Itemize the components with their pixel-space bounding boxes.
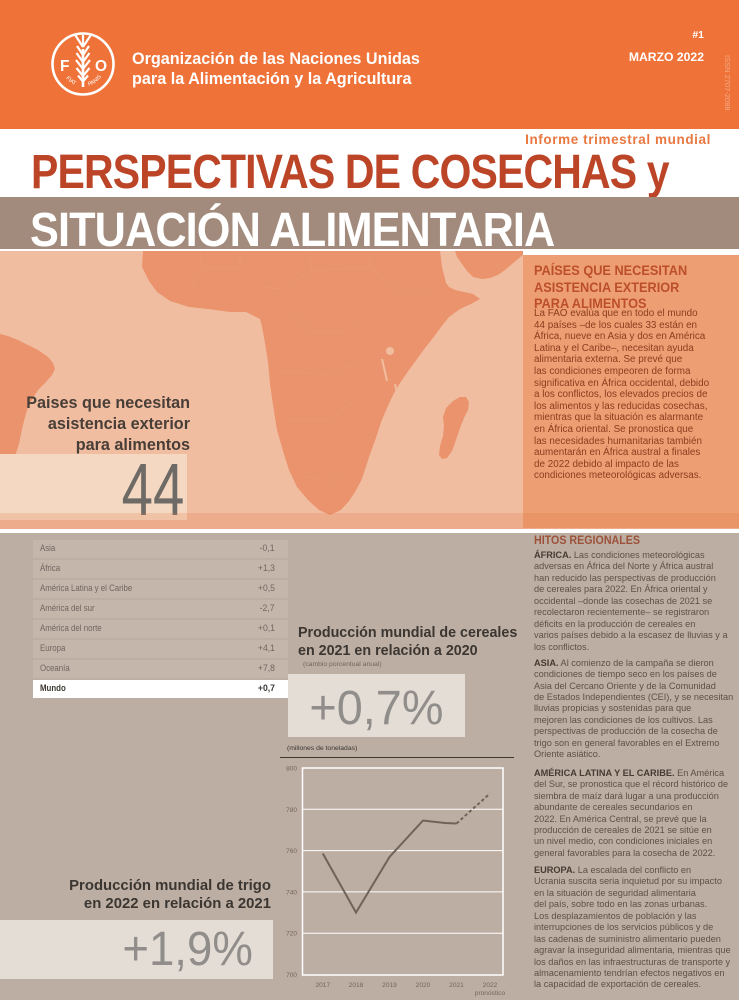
svg-text:780: 780 (286, 807, 297, 814)
svg-text:2020: 2020 (416, 982, 431, 989)
svg-text:800: 800 (286, 766, 297, 773)
svg-text:pronóstico: pronóstico (475, 990, 506, 997)
svg-text:700: 700 (286, 972, 297, 979)
svg-text:2017: 2017 (315, 982, 330, 989)
svg-text:F: F (60, 58, 69, 75)
svg-text:2021: 2021 (449, 982, 464, 989)
svg-text:2019: 2019 (382, 982, 397, 989)
svg-text:2022: 2022 (483, 982, 498, 989)
svg-text:720: 720 (286, 931, 297, 938)
svg-text:O: O (95, 58, 107, 75)
svg-text:2018: 2018 (349, 982, 364, 989)
svg-text:740: 740 (286, 889, 297, 896)
svg-text:760: 760 (286, 848, 297, 855)
